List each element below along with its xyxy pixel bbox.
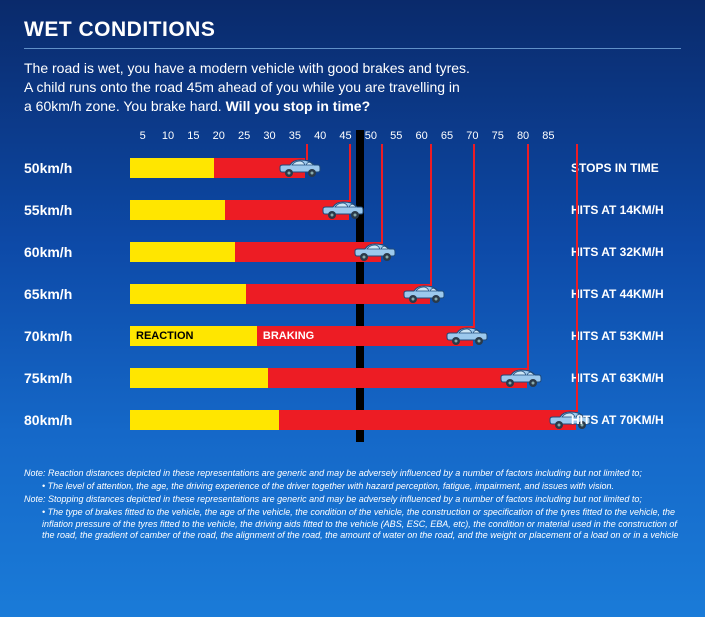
axis-tick: 15 [181,130,206,146]
car-icon [278,156,322,180]
speed-label: 75km/h [24,366,120,390]
axis-tick: 85 [536,130,561,146]
axis-tick: 30 [257,130,282,146]
speed-label: 60km/h [24,240,120,264]
note-b2: • The type of brakes fitted to the vehic… [24,507,681,541]
braking-label: BRAKING [257,326,473,346]
speed-label: 55km/h [24,198,120,222]
reaction-segment [130,368,268,388]
stopping-distance-chart: 510152025303540455055606570758085 50km/h… [72,130,681,460]
reaction-segment [130,284,246,304]
braking-segment [268,368,527,388]
axis-ticks: 510152025303540455055606570758085 [130,130,561,146]
drop-line [349,144,351,202]
reaction-segment [130,242,235,262]
note-p1: Note: Reaction distances depicted in the… [24,468,681,479]
result-label: HITS AT 70KM/H [571,408,705,432]
axis-tick: 55 [384,130,409,146]
drop-line [576,144,578,412]
intro-line1: The road is wet, you have a modern vehic… [24,60,470,76]
car-icon [353,240,397,264]
divider [24,48,681,49]
chart-row: 65km/hHITS AT 44KM/H [72,282,681,306]
car-icon [402,282,446,306]
car-icon [499,366,543,390]
chart-row: 75km/hHITS AT 63KM/H [72,366,681,390]
result-label: HITS AT 14KM/H [571,198,705,222]
speed-label: 70km/h [24,324,120,348]
result-label: HITS AT 32KM/H [571,240,705,264]
intro-bold: Will you stop in time? [226,98,371,114]
drop-line [430,144,432,286]
result-label: HITS AT 63KM/H [571,366,705,390]
axis-tick: 20 [206,130,231,146]
axis-tick: 5 [130,130,155,146]
axis-tick: 10 [155,130,180,146]
speed-label: 50km/h [24,156,120,180]
result-label: STOPS IN TIME [571,156,705,180]
axis-tick: 65 [434,130,459,146]
reaction-label: REACTION [130,326,257,346]
reaction-segment [130,158,214,178]
chart-row: 60km/hHITS AT 32KM/H [72,240,681,264]
reaction-segment: REACTION [130,326,257,346]
axis-tick: 75 [485,130,510,146]
chart-row: 80km/hHITS AT 70KM/H [72,408,681,432]
notes: Note: Reaction distances depicted in the… [24,468,681,542]
drop-line [381,144,383,244]
intro-line3: a 60km/h zone. You brake hard. [24,98,226,114]
drop-line [473,144,475,328]
speed-label: 65km/h [24,282,120,306]
note-b1: • The level of attention, the age, the d… [24,481,681,492]
chart-row: 55km/hHITS AT 14KM/H [72,198,681,222]
axis-tick: 45 [333,130,358,146]
intro-line2: A child runs onto the road 45m ahead of … [24,79,460,95]
result-label: HITS AT 44KM/H [571,282,705,306]
car-icon [445,324,489,348]
speed-label: 80km/h [24,408,120,432]
drop-line [527,144,529,370]
chart-row: 50km/hSTOPS IN TIME [72,156,681,180]
axis-tick: 40 [308,130,333,146]
braking-segment: BRAKING [257,326,473,346]
reaction-segment [130,200,225,220]
chart-row: 70km/hREACTIONBRAKINGHITS AT 53KM/H [72,324,681,348]
result-label: HITS AT 53KM/H [571,324,705,348]
axis-tick: 35 [282,130,307,146]
reaction-segment [130,410,279,430]
car-icon [321,198,365,222]
intro-text: The road is wet, you have a modern vehic… [24,59,681,116]
note-p2: Note: Stopping distances depicted in the… [24,494,681,505]
braking-segment [279,410,576,430]
page-title: WET CONDITIONS [24,18,681,42]
axis-tick: 80 [510,130,535,146]
axis-tick: 25 [231,130,256,146]
